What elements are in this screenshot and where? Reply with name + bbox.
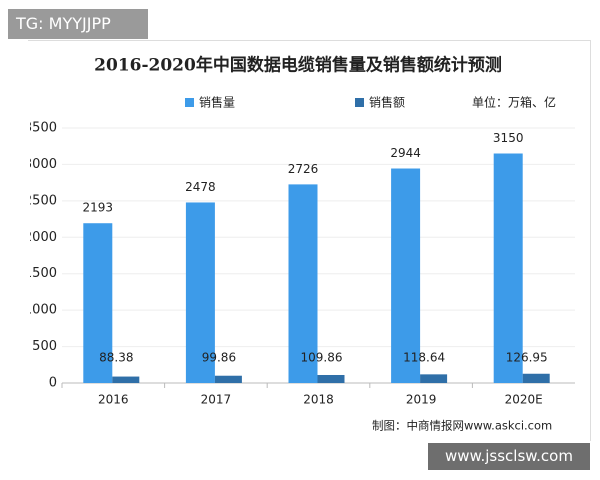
y-tick-label: 1000: [24, 303, 57, 318]
bar: [391, 168, 421, 383]
unit: 单位：万箱、亿: [472, 95, 556, 110]
x-tick-label: 2019: [406, 393, 437, 407]
y-tick-label: 2500: [24, 193, 57, 208]
source: 制图：中商情报网www.askci.com: [372, 419, 552, 433]
bar: [214, 375, 242, 383]
x-tick-label: 2020E: [505, 393, 543, 407]
bar: [493, 153, 523, 383]
value-label: 88.38: [99, 351, 133, 365]
bar: [420, 374, 448, 383]
value-label: 2726: [288, 162, 319, 176]
bar: [83, 223, 113, 383]
value-label: 118.64: [403, 351, 445, 365]
legend-label: 销售额: [369, 95, 405, 110]
value-label: 99.86: [202, 351, 236, 365]
value-label: 109.86: [301, 351, 343, 365]
value-label: 2193: [83, 201, 114, 215]
bar: [185, 202, 215, 383]
legend-label: 销售量: [199, 95, 235, 110]
value-label: 3150: [493, 131, 524, 145]
bar: [288, 184, 318, 383]
chart-body: 2016-2020年中国数据电缆销售量及销售额统计预测 单位：万箱、亿 制图：中…: [24, 55, 575, 433]
x-tick-label: 2017: [201, 393, 232, 407]
legend-swatch: [355, 98, 364, 107]
value-label: 2478: [185, 180, 216, 194]
badge: TG: MYYJJPP: [8, 9, 148, 39]
watermark: www.jssclsw.com: [428, 443, 590, 470]
x-tick-label: 2018: [303, 393, 334, 407]
y-tick-label: 1500: [24, 266, 57, 281]
y-tick-label: 3000: [24, 157, 57, 172]
chart-title: 2016-2020年中国数据电缆销售量及销售额统计预测: [94, 55, 502, 76]
legend-swatch: [185, 98, 194, 107]
value-label: 126.95: [506, 351, 548, 365]
bar: [112, 376, 140, 383]
y-tick-label: 500: [32, 339, 57, 354]
y-tick-label: 2000: [24, 230, 57, 245]
bar: [317, 374, 345, 383]
chart-frame: [28, 40, 591, 441]
y-tick-label: 3500: [24, 121, 57, 136]
y-tick-label: 0: [49, 376, 57, 391]
x-tick-label: 2016: [98, 393, 129, 407]
value-label: 2944: [390, 146, 421, 160]
bar: [522, 373, 550, 383]
